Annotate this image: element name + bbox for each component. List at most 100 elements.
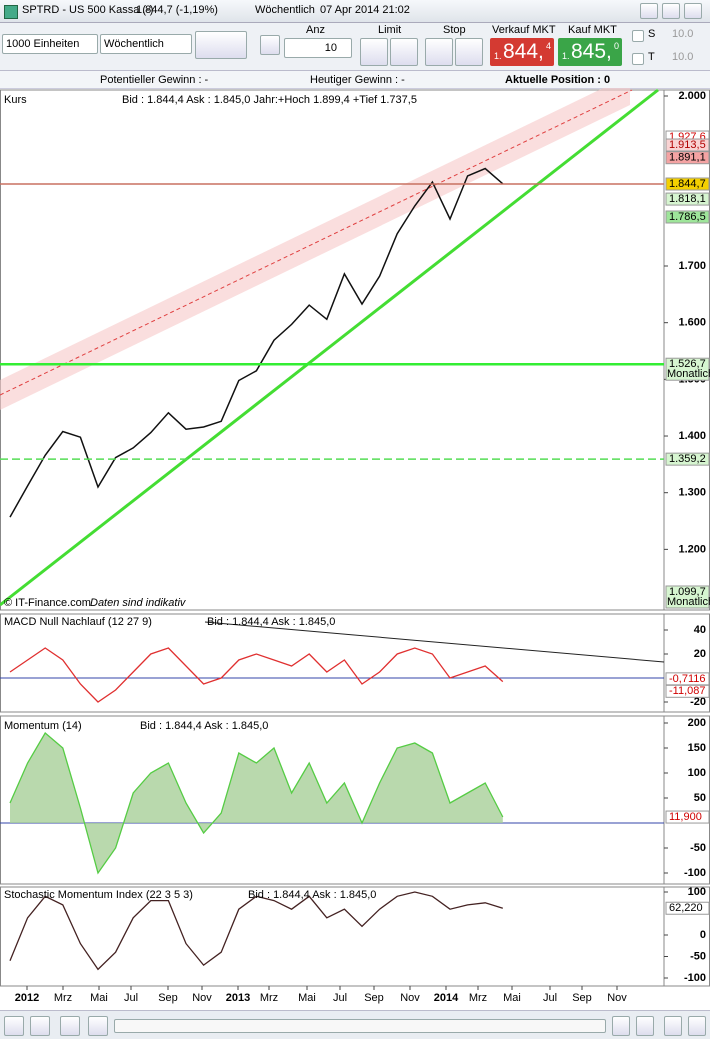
x-tick-label: Mrz (54, 992, 72, 1004)
panel (0, 613, 710, 713)
scrollbar[interactable] (114, 1019, 606, 1033)
x-tick-label: Sep (364, 992, 384, 1004)
status-bar: Potentieller Gewinn : - Heutiger Gewinn … (0, 71, 710, 89)
y-tick-label: 1.300 (678, 487, 706, 499)
x-tick-label: Jul (124, 992, 138, 1004)
x-tick-label: 2014 (434, 992, 459, 1004)
sell-prefix: 1. (494, 51, 502, 61)
panel-info: Bid : 1.844,4 Ask : 1.845,0 (207, 616, 335, 628)
interval-select[interactable]: Wöchentlich (100, 34, 192, 54)
units: 1000 Einheiten (6, 38, 80, 50)
level-label: 62,220 (669, 902, 703, 914)
level-box (665, 585, 710, 609)
y-tick-label: -100 (684, 867, 706, 879)
stop-sell[interactable] (455, 38, 483, 66)
app-icon (4, 5, 18, 19)
chart-type[interactable] (195, 31, 247, 59)
buy-pip: 0 (614, 41, 620, 51)
panel-info: Bid : 1.844,4 Ask : 1.845,0 Jahr:+Hoch 1… (122, 94, 417, 106)
qty: 10 (324, 42, 337, 54)
potential-profit: Potentieller Gewinn : - (100, 74, 209, 86)
x-tick-label: Mai (298, 992, 316, 1004)
limit-sell[interactable] (390, 38, 418, 66)
panel-name: MACD Null Nachlauf (12 27 9) (4, 616, 152, 628)
t-checkbox[interactable] (632, 53, 644, 65)
t-label: T (648, 51, 655, 63)
x-tick-label: Mai (90, 992, 108, 1004)
panel (0, 715, 710, 885)
interval: Wöchentlich (255, 4, 315, 16)
symbol: SPTRD - US 500 Kassa (-) (22, 4, 154, 16)
s-label: S (648, 28, 656, 40)
footer-note: Daten sind indikativ (90, 597, 187, 609)
timestamp: 07 Apr 2014 21:02 (320, 4, 410, 16)
panel-name: Kurs (4, 94, 27, 106)
y-tick-label: 200 (688, 717, 706, 729)
level-sub: Monatlich (667, 596, 710, 608)
tool-indicators[interactable] (60, 1016, 80, 1036)
momentum-area (10, 733, 503, 873)
price: 1.844,7 (-1,19%) (136, 4, 218, 16)
x-tick-label: Jul (543, 992, 557, 1004)
trend-line (204, 621, 665, 663)
y-tick-label: 1.400 (678, 430, 706, 442)
channel-line (0, 89, 633, 396)
y-tick-label: 2.000 (678, 90, 706, 102)
tool-a[interactable] (612, 1016, 630, 1036)
minimize[interactable] (640, 3, 658, 19)
level-box (665, 138, 710, 152)
y-tick-label: -50 (690, 842, 706, 854)
level-label: 1.818,1 (669, 193, 706, 205)
panel-name: Momentum (14) (4, 720, 82, 732)
x-tick-label: Mrz (260, 992, 278, 1004)
series-line (9, 167, 504, 518)
x-tick-label: Mai (503, 992, 521, 1004)
sell-button[interactable]: 1. 844, 4 (490, 38, 554, 66)
panel-info: Bid : 1.844,4 Ask : 1.845,0 (248, 889, 376, 901)
tool-b[interactable] (636, 1016, 654, 1036)
tool-draw[interactable] (4, 1016, 24, 1036)
toolbar: 1000 Einheiten Wöchentlich Anz 10 Limit … (0, 23, 710, 71)
level-label: 1.913,5 (669, 139, 706, 151)
level-label: 11,900 (669, 811, 702, 823)
zoom-out[interactable] (688, 1016, 706, 1036)
level-label: 1.786,5 (669, 211, 706, 223)
level-box (665, 177, 710, 191)
y-tick-label: 100 (688, 886, 706, 898)
y-tick-label: 20 (694, 648, 706, 660)
y-tick-label: 0 (700, 929, 706, 941)
y-tick-label: -20 (690, 696, 706, 708)
maximize[interactable] (662, 3, 680, 19)
tool-candles[interactable] (30, 1016, 50, 1036)
level-box (665, 192, 710, 206)
close[interactable] (684, 3, 702, 19)
level-box (665, 357, 710, 381)
level-box (665, 684, 710, 698)
panel-info: Bid : 1.844,4 Ask : 1.845,0 (140, 720, 268, 732)
x-tick-label: Sep (572, 992, 592, 1004)
level-box (665, 901, 710, 915)
buy-main: 845, (571, 40, 612, 63)
level-label: 1.891,1 (669, 152, 706, 164)
bottom-toolbar (0, 1010, 710, 1039)
settings[interactable] (260, 35, 280, 55)
sell-pip: 4 (546, 41, 552, 51)
trend-line (0, 88, 659, 607)
x-tick-label: Sep (158, 992, 178, 1004)
units-select[interactable]: 1000 Einheiten (2, 34, 98, 54)
limit-buy[interactable] (360, 38, 388, 66)
stop-buy[interactable] (425, 38, 453, 66)
level-sub: Monatlich (667, 368, 710, 380)
x-tick-label: 2012 (15, 992, 39, 1004)
qty-input[interactable]: 10 (284, 38, 352, 58)
level-label: 1.099,7 (669, 586, 706, 598)
title-bar: SPTRD - US 500 Kassa (-) 1.844,7 (-1,19%… (0, 0, 710, 23)
today-profit: Heutiger Gewinn : - (310, 74, 405, 86)
s-checkbox[interactable] (632, 30, 644, 42)
y-tick-label: 100 (688, 767, 706, 779)
zoom-in[interactable] (664, 1016, 682, 1036)
buy-button[interactable]: 1. 845, 0 (558, 38, 622, 66)
buy-prefix: 1. (562, 51, 570, 61)
y-tick-label: -100 (684, 972, 706, 984)
tool-compare[interactable] (88, 1016, 108, 1036)
